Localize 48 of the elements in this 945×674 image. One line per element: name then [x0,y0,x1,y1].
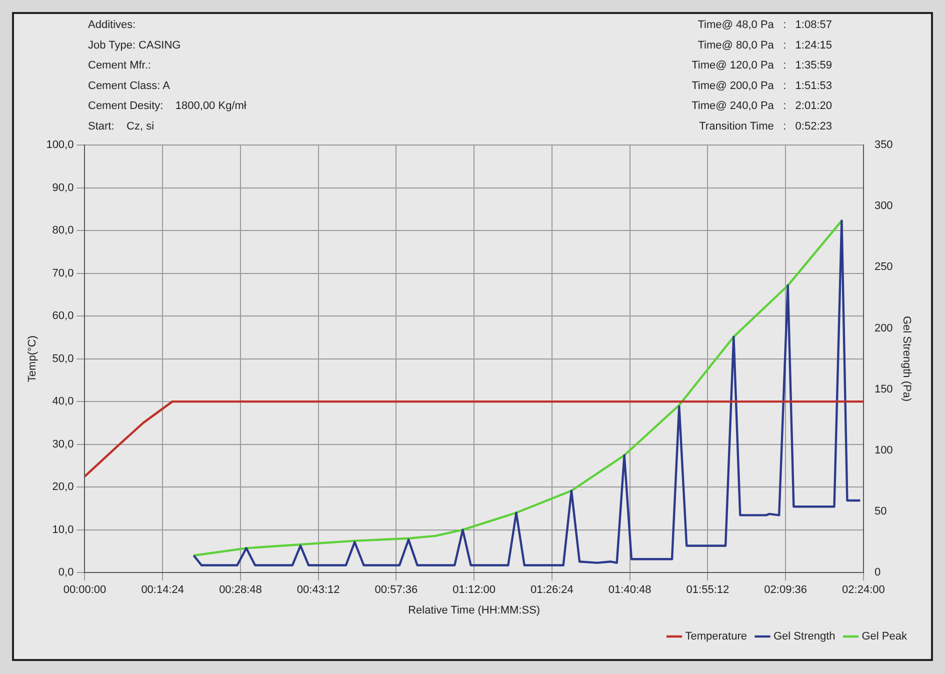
y2-tick-label: 250 [874,261,893,274]
y-tick-label: 20,0 [52,481,74,494]
y-axis-title: Temp(°C) [26,336,39,382]
x-tick-label: 00:14:24 [141,584,184,596]
x-tick-label: 01:12:00 [452,584,496,596]
y-tick-label: 70,0 [52,267,74,280]
legend-label: Temperature [685,630,748,643]
legend-label: Gel Peak [862,630,908,643]
x-tick-label: 00:43:12 [296,584,340,596]
text: Time@ 120,0 Pa : 1:35:59 [692,60,832,72]
text: Cement Class: A [88,80,171,92]
text: Additives: [88,19,136,32]
x-tick-label: 01:26:24 [530,584,574,596]
text: Time@ 80,0 Pa : 1:24:15 [698,39,832,52]
x-tick-label: 02:09:36 [764,584,807,596]
x-tick-label: 00:57:36 [374,584,418,596]
text: Time@ 240,0 Pa : 2:01:20 [692,100,832,112]
y-tick-label: 100,0 [46,139,74,152]
text: Time@ 200,0 Pa : 1:51:53 [692,80,832,92]
y2-tick-label: 50 [874,506,887,518]
y-tick-label: 50,0 [52,352,74,365]
legend-label: Gel Strength [773,630,836,643]
text: Transition Time : 0:52:23 [699,120,832,133]
y-tick-label: 40,0 [52,396,74,408]
y2-tick-label: 300 [874,200,893,212]
y-tick-label: 80,0 [52,224,74,237]
y2-tick-label: 100 [874,444,893,456]
y2-tick-label: 0 [874,566,881,579]
y-tick-label: 30,0 [52,438,74,450]
y2-axis-title: Gel Strength (Pa) [900,316,912,402]
text: Cement Desity: 1800,00 Kg/mł [88,100,247,112]
text: Start: Cz, si [88,120,154,133]
x-tick-label: 01:55:12 [686,584,730,596]
x-axis-title: Relative Time (HH:MM:SS) [408,604,540,616]
y2-tick-label: 200 [874,322,893,334]
x-tick-label: 02:24:00 [842,584,885,596]
text: Time@ 48,0 Pa : 1:08:57 [698,19,832,32]
y-tick-label: 60,0 [52,310,74,322]
x-tick-label: 00:00:00 [63,584,106,596]
y2-tick-label: 150 [874,383,893,396]
text: Job Type: CASING [88,39,181,52]
y-tick-label: 90,0 [52,182,74,194]
text: Cement Mfr.: [88,60,151,72]
x-tick-label: 01:40:48 [608,584,652,596]
y-tick-label: 10,0 [52,524,74,536]
y2-tick-label: 350 [874,139,893,152]
x-tick-label: 00:28:48 [219,584,262,596]
y-tick-label: 0,0 [58,566,74,579]
